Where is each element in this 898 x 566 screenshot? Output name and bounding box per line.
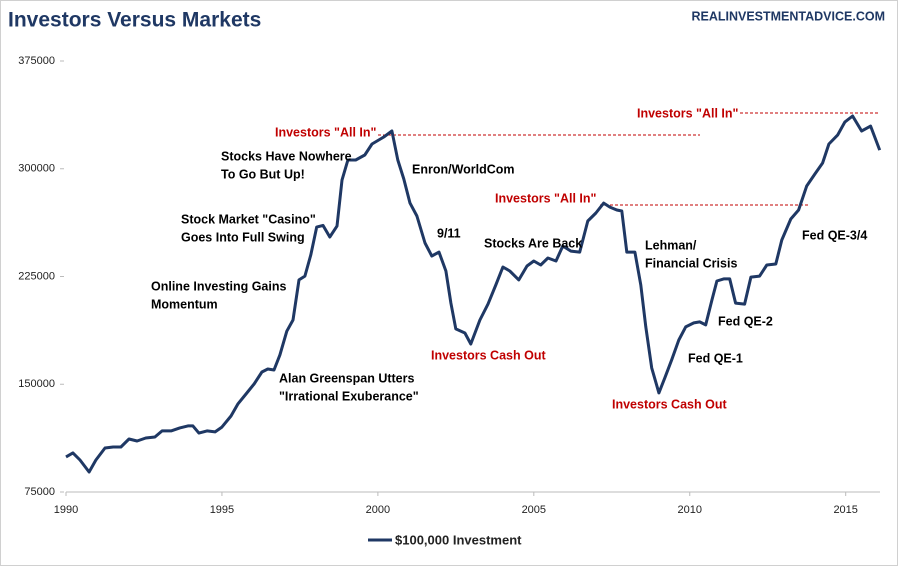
annotation: Online Investing Gains <box>151 279 286 293</box>
annotation: Alan Greenspan Utters <box>279 371 415 385</box>
annotation: Investors "All In" <box>275 125 377 139</box>
x-tick-label: 2005 <box>522 504 546 516</box>
x-tick-label: 2010 <box>678 504 702 516</box>
annotation: Stocks Are Back <box>484 236 582 250</box>
y-tick-label: 75000 <box>24 486 55 498</box>
y-tick-label: 150000 <box>18 378 55 390</box>
annotation: 9/11 <box>437 226 461 240</box>
chart-subtitle: REALINVESTMENTADVICE.COM <box>691 9 885 23</box>
annotation: Investors "All In" <box>637 106 739 120</box>
annotation: Lehman/ <box>645 238 697 252</box>
y-tick-label: 225000 <box>18 270 55 282</box>
x-tick-label: 2000 <box>366 504 390 516</box>
annotation: Investors "All In" <box>495 191 597 205</box>
annotation: Stocks Have Nowhere <box>221 149 352 163</box>
annotation: Financial Crisis <box>645 256 737 270</box>
annotation: Fed QE-3/4 <box>802 228 867 242</box>
x-tick-label: 1990 <box>54 504 78 516</box>
annotation: Investors Cash Out <box>612 397 727 411</box>
chart-title: Investors Versus Markets <box>8 9 261 32</box>
legend-label: $100,000 Investment <box>395 532 522 547</box>
y-tick-label: 300000 <box>18 163 55 175</box>
annotation: Investors Cash Out <box>431 348 546 362</box>
annotation: "Irrational Exuberance" <box>279 389 419 403</box>
annotation: To Go But Up! <box>221 167 305 181</box>
annotation: Momentum <box>151 297 218 311</box>
annotation: Fed QE-1 <box>688 351 743 365</box>
series-line <box>65 114 882 474</box>
x-tick-label: 2015 <box>833 504 857 516</box>
annotation: Fed QE-2 <box>718 314 773 328</box>
annotation: Stock Market "Casino" <box>181 212 316 226</box>
annotation: Goes Into Full Swing <box>181 230 305 244</box>
annotation: Enron/WorldCom <box>412 162 515 176</box>
x-tick-label: 1995 <box>210 504 234 516</box>
y-tick-label: 375000 <box>18 55 55 67</box>
